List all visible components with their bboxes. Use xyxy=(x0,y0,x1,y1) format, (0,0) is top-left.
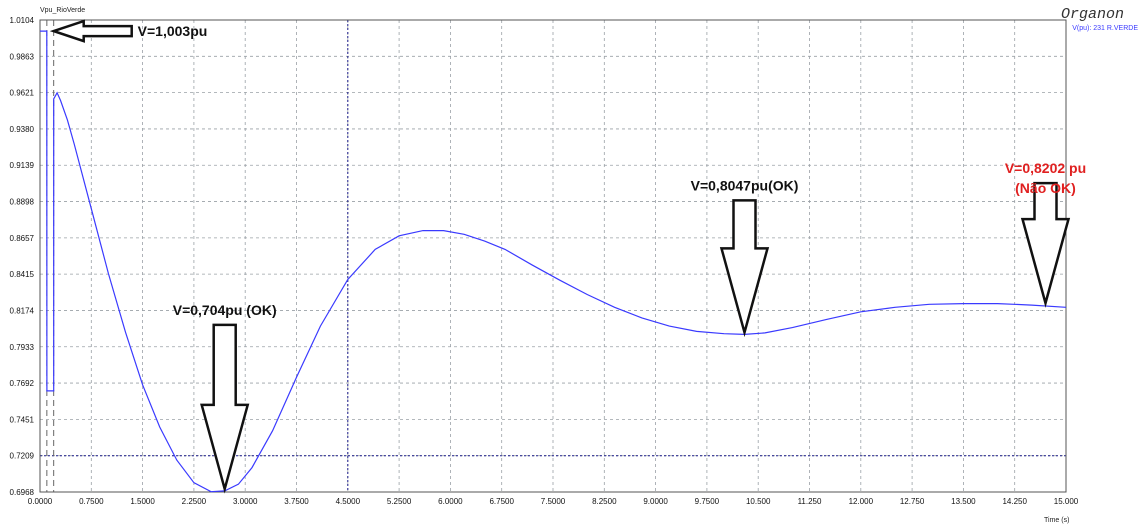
series-line xyxy=(40,30,1067,493)
y-tick-label: 0.7933 xyxy=(10,343,35,352)
chart-title: Vpu_RioVerde xyxy=(40,7,85,14)
x-tick-label: 8.2500 xyxy=(592,497,617,506)
x-tick-label: 11.250 xyxy=(798,497,822,506)
x-tick-label: 9.0000 xyxy=(643,497,668,506)
x-tick-label: 6.7500 xyxy=(489,497,514,506)
y-tick-label: 0.8898 xyxy=(10,198,35,207)
y-tick-label: 0.8415 xyxy=(10,270,35,279)
x-axis-label: Time (s) xyxy=(1044,517,1069,524)
annotation-label: V=1,003pu xyxy=(138,23,208,39)
y-tick-label: 0.9621 xyxy=(10,89,35,98)
x-tick-label: 3.7500 xyxy=(284,497,309,506)
x-tick-label: 15.000 xyxy=(1054,497,1079,506)
x-tick-label: 3.0000 xyxy=(233,497,258,506)
x-tick-label: 1.5000 xyxy=(130,497,155,506)
annotation-arrow xyxy=(49,19,133,43)
x-tick-labels: 0.0000 0.7500 1.5000 2.2500 3.0000 3.7500 4.50… xyxy=(28,497,1079,506)
x-tick-label: 9.7500 xyxy=(695,497,720,506)
annotation-label: V=0,704pu (OK) xyxy=(173,302,277,318)
series-group xyxy=(40,30,1067,493)
y-tick-label: 1.0104 xyxy=(10,16,35,25)
x-tick-label: 4.5000 xyxy=(336,497,361,506)
event-markers xyxy=(46,20,55,492)
annotation-arrow xyxy=(719,199,770,338)
y-tick-labels: 1.0104 0.9863 0.9621 0.9380 0.9139 0.8898 0.86… xyxy=(10,16,35,497)
y-tick-label: 0.6968 xyxy=(10,488,35,497)
y-tick-label: 0.8174 xyxy=(10,306,35,315)
y-tick-label: 0.7209 xyxy=(10,452,35,461)
x-tick-label: 12.000 xyxy=(849,497,874,506)
annotation-arrow xyxy=(1020,181,1071,308)
x-tick-label: 6.0000 xyxy=(438,497,463,506)
y-tick-label: 0.7692 xyxy=(10,379,35,388)
x-tick-label: 13.500 xyxy=(951,497,976,506)
annotations: V=1,003pu V=0,704pu (OK) V=0,8047pu(OK) V=0… xyxy=(49,19,1086,494)
annotation-label: V=0,8202 pu xyxy=(1005,160,1086,176)
x-tick-label: 0.0000 xyxy=(28,497,53,506)
grid-lines xyxy=(40,20,1066,492)
y-tick-label: 0.7451 xyxy=(10,415,35,424)
annotation-label: (Não OK) xyxy=(1015,180,1076,196)
y-tick-label: 0.8657 xyxy=(10,234,35,243)
y-tick-label: 0.9380 xyxy=(10,125,35,134)
x-tick-label: 5.2500 xyxy=(387,497,412,506)
annotation-label: V=0,8047pu(OK) xyxy=(691,177,799,193)
annotation-arrow xyxy=(200,323,250,494)
x-tick-label: 7.5000 xyxy=(541,497,566,506)
x-tick-label: 10.500 xyxy=(746,497,771,506)
reference-lines xyxy=(40,20,1066,492)
x-tick-label: 2.2500 xyxy=(182,497,207,506)
x-tick-label: 0.7500 xyxy=(79,497,104,506)
y-tick-label: 0.9863 xyxy=(10,52,35,61)
plot-frame xyxy=(39,19,1067,493)
y-tick-label: 0.9139 xyxy=(10,161,35,170)
x-tick-label: 12.750 xyxy=(900,497,925,506)
brand-logo: Organon xyxy=(1061,6,1124,23)
x-tick-label: 14.250 xyxy=(1002,497,1027,506)
legend-entry: V(pu): 231 R.VERDE xyxy=(1072,25,1138,32)
